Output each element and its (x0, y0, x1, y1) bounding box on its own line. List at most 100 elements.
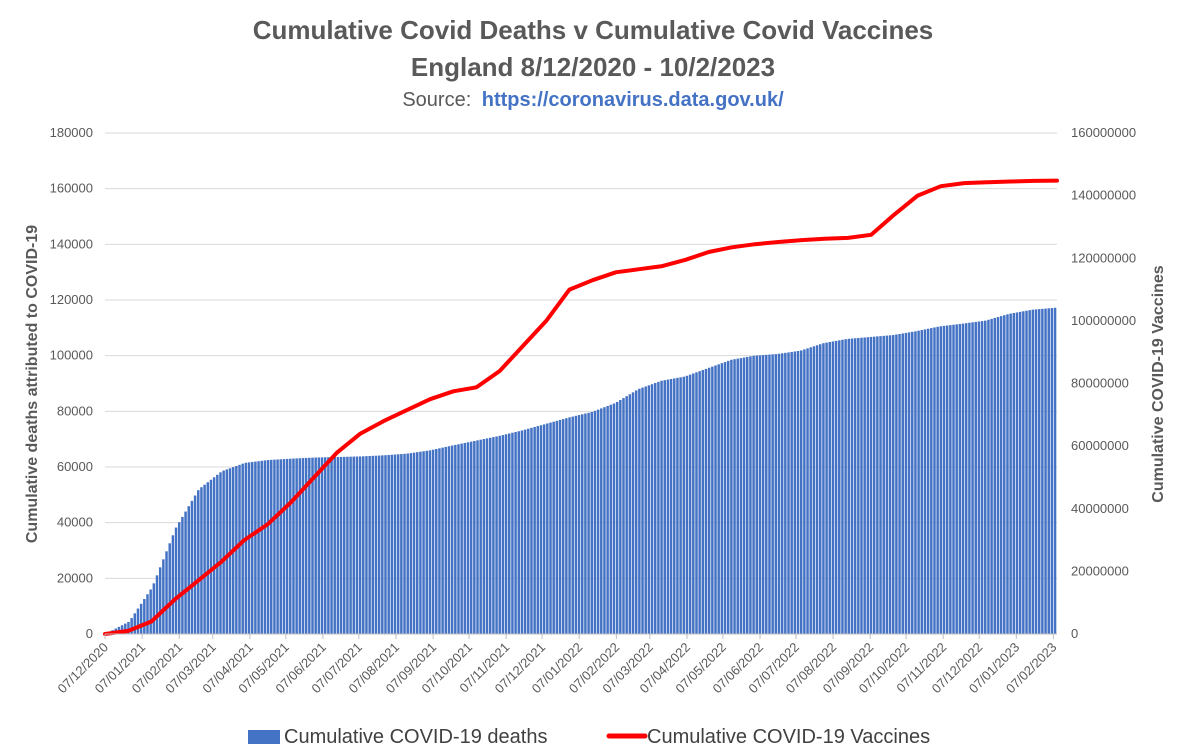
deaths-bar (796, 351, 800, 634)
deaths-bar (571, 416, 574, 634)
deaths-bar (565, 418, 568, 634)
deaths-bar (482, 439, 486, 634)
deaths-bar (136, 608, 140, 634)
deaths-bar (939, 326, 943, 634)
deaths-bar (711, 366, 714, 634)
deaths-bar (241, 463, 244, 634)
deaths-bar (295, 458, 298, 634)
deaths-bar (1037, 309, 1041, 634)
deaths-bar (273, 459, 276, 634)
deaths-bar (365, 456, 368, 634)
deaths-bar (454, 444, 457, 634)
deaths-bar (872, 336, 876, 634)
deaths-bar (577, 415, 581, 634)
deaths-bar (695, 372, 698, 634)
deaths-bar (124, 623, 127, 634)
deaths-bar (780, 353, 784, 634)
deaths-bar (533, 426, 536, 634)
deaths-bar (987, 319, 990, 634)
deaths-bar (558, 419, 562, 634)
deaths-bar (444, 446, 448, 634)
deaths-bar (133, 613, 137, 634)
deaths-bar (523, 429, 527, 634)
deaths-bar (701, 370, 705, 634)
deaths-bar (1022, 311, 1025, 634)
left-y-tick-label: 0 (86, 626, 93, 641)
deaths-bar (930, 328, 933, 634)
deaths-bar (552, 421, 555, 634)
chart-title: Cumulative Covid Deaths v Cumulative Cov… (253, 15, 934, 45)
deaths-bar (381, 455, 384, 634)
deaths-bar (952, 324, 955, 634)
deaths-bar (495, 436, 498, 634)
deaths-bar (466, 442, 470, 634)
deaths-bar (250, 461, 254, 634)
deaths-bar (936, 326, 939, 634)
deaths-bar (768, 354, 771, 634)
deaths-bar (327, 457, 330, 634)
deaths-bar (406, 453, 409, 634)
source-link[interactable]: https://coronavirus.data.gov.uk/ (482, 89, 784, 111)
deaths-bar (222, 470, 225, 634)
deaths-bar (904, 332, 908, 634)
left-y-tick-label: 160000 (50, 181, 93, 196)
left-y-tick-label: 40000 (57, 515, 93, 530)
deaths-bar (914, 331, 917, 634)
deaths-bar (263, 460, 267, 634)
deaths-bar (1015, 312, 1019, 634)
deaths-bar (247, 462, 251, 634)
deaths-bar (343, 456, 346, 634)
deaths-bar (933, 327, 936, 634)
deaths-bar (660, 380, 663, 634)
deaths-bar (1006, 314, 1009, 634)
deaths-bar (358, 456, 362, 634)
deaths-bar (419, 451, 422, 634)
deaths-bar (615, 401, 619, 634)
deaths-bar (520, 430, 524, 634)
deaths-bar (815, 345, 819, 634)
gridlines (105, 132, 1057, 635)
deaths-bar (431, 449, 435, 634)
deaths-bar (209, 479, 213, 634)
deaths-bar (333, 457, 336, 634)
deaths-bar (285, 458, 289, 634)
left-y-tick-label: 80000 (57, 403, 93, 418)
deaths-bar (181, 516, 184, 634)
deaths-bar (1031, 309, 1035, 634)
deaths-bar (863, 337, 866, 634)
deaths-bar (190, 500, 194, 634)
deaths-bar (225, 469, 229, 634)
deaths-bar (396, 454, 400, 634)
deaths-bar (162, 559, 165, 634)
deaths-bar (549, 422, 552, 634)
deaths-bar (673, 378, 676, 634)
left-y-axis-title: Cumulative deaths attributed to COVID-19 (24, 225, 41, 543)
deaths-bar (644, 386, 647, 634)
deaths-bar (739, 358, 743, 634)
deaths-bar (428, 450, 432, 634)
deaths-bar (879, 336, 882, 634)
left-y-tick-label: 180000 (50, 125, 93, 140)
deaths-bar (555, 420, 559, 634)
deaths-bar (726, 360, 730, 634)
deaths-bar (999, 316, 1003, 634)
deaths-bar (498, 435, 501, 634)
legend-label-vaccines: Cumulative COVID-19 Vaccines (647, 726, 930, 748)
deaths-bar (853, 338, 857, 634)
right-y-tick-label: 80000000 (1071, 376, 1129, 391)
deaths-bar (746, 356, 749, 634)
deaths-bar (593, 410, 597, 634)
deaths-bar (441, 447, 444, 634)
deaths-bar (270, 459, 273, 634)
deaths-bar (527, 428, 530, 634)
deaths-bar (1028, 310, 1031, 634)
deaths-bar (400, 454, 403, 634)
deaths-bar (901, 333, 904, 634)
deaths-bar (666, 379, 670, 634)
deaths-bar (974, 321, 977, 634)
deaths-bar (841, 339, 844, 634)
deaths-bar (631, 392, 635, 634)
source-label: Source: (402, 89, 471, 111)
deaths-bar (926, 328, 930, 634)
deaths-bar (850, 338, 854, 634)
